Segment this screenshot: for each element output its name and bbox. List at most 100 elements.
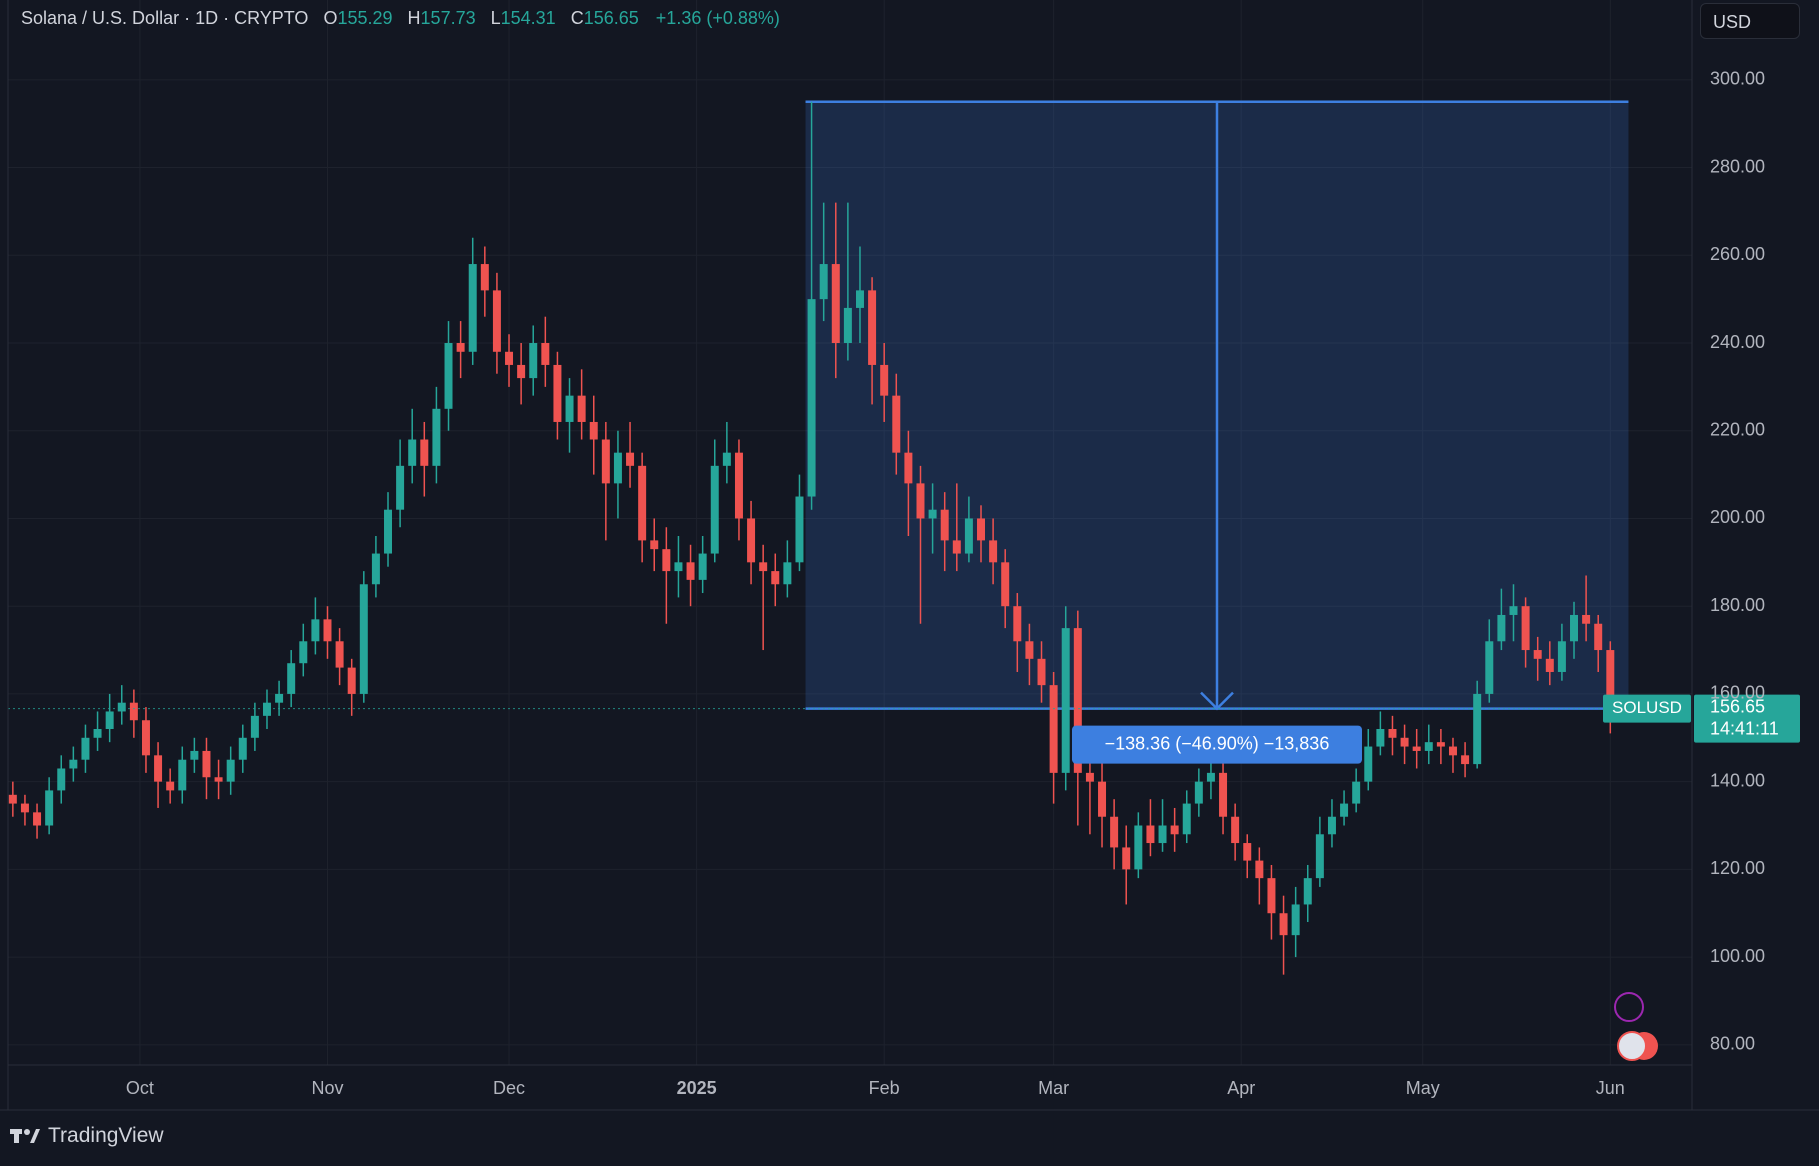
- axes: 300.00 280.00 260.00 240.00 220.00 200.00 180.…: [126, 69, 1765, 1098]
- candle-body: [1255, 860, 1264, 879]
- candle-body: [1122, 847, 1131, 870]
- candle-body: [1461, 755, 1470, 765]
- candle-body: [505, 351, 514, 365]
- candle-body: [190, 750, 199, 760]
- candle-body: [1013, 606, 1022, 642]
- candle-body: [1182, 803, 1191, 835]
- candle-body: [529, 343, 538, 379]
- candle-body: [384, 509, 392, 554]
- candle-body: [1570, 614, 1578, 642]
- candle-body: [408, 439, 417, 466]
- x-tick-label: Oct: [126, 1078, 154, 1098]
- candle-body: [323, 619, 332, 642]
- candle-body: [335, 641, 344, 668]
- ohlc-value: 157.73: [420, 8, 476, 28]
- measure-label: −138.36 (−46.90%) −13,836: [1105, 733, 1330, 753]
- candle-body: [1231, 816, 1240, 844]
- candle-body: [577, 395, 586, 422]
- candle-body: [843, 307, 852, 344]
- y-tick-label: 220.00: [1710, 419, 1765, 439]
- ohlc-value: 154.31: [500, 8, 556, 28]
- candle-body: [468, 264, 477, 352]
- x-tick-label: Nov: [311, 1078, 343, 1098]
- candle-body: [1388, 729, 1397, 738]
- candle-body: [1606, 650, 1615, 716]
- candle-body: [202, 750, 211, 778]
- x-tick-label: Dec: [493, 1078, 525, 1098]
- price-label: 156.65: [1710, 696, 1765, 716]
- candle-body: [734, 452, 743, 519]
- candle-body: [1025, 641, 1034, 659]
- candle-body: [178, 759, 187, 791]
- candle-body: [1340, 803, 1349, 817]
- candle-body: [45, 790, 54, 826]
- candle-body: [1001, 562, 1010, 607]
- x-tick-label: May: [1406, 1078, 1440, 1098]
- candle-body: [1170, 825, 1179, 835]
- x-tick-label: Feb: [869, 1078, 900, 1098]
- candle-body: [831, 264, 840, 344]
- candle-body: [117, 702, 126, 712]
- candle-body: [722, 452, 731, 466]
- candle-body: [928, 509, 937, 519]
- candle-body: [396, 465, 405, 510]
- candle-body: [1533, 650, 1542, 659]
- candle-body: [771, 571, 780, 585]
- candle-body: [1509, 606, 1518, 615]
- candle-body: [1085, 772, 1094, 782]
- candle-body: [1037, 658, 1046, 686]
- candle-body: [892, 395, 901, 453]
- x-tick-label: Jun: [1596, 1078, 1625, 1098]
- y-tick-label: 260.00: [1710, 244, 1765, 264]
- candle-body: [638, 465, 647, 541]
- candle-body: [8, 794, 17, 804]
- y-tick-label: 300.00: [1710, 69, 1765, 89]
- x-tick-label: 2025: [677, 1078, 717, 1098]
- candle-body: [880, 364, 889, 396]
- candle-body: [33, 812, 42, 826]
- candle-body: [989, 540, 998, 563]
- candle-body: [347, 667, 356, 694]
- brand[interactable]: TradingView: [48, 1124, 164, 1147]
- candle-body: [759, 562, 768, 572]
- y-tick-label: 80.00: [1710, 1034, 1755, 1054]
- candle-body: [626, 452, 635, 466]
- candle-body: [1424, 742, 1433, 751]
- candle-body: [57, 768, 66, 791]
- candle-body: [1557, 641, 1566, 672]
- candle-body: [1545, 658, 1554, 672]
- candle-body: [456, 343, 465, 352]
- candle-body: [819, 264, 828, 300]
- measure-tool: [805, 100, 1629, 711]
- ohlc-label: C: [570, 8, 584, 28]
- y-tick-label: 240.00: [1710, 332, 1765, 352]
- y-tick-label: 180.00: [1710, 595, 1765, 615]
- candle-body: [601, 439, 610, 484]
- candle-body: [226, 759, 235, 782]
- candle-body: [977, 518, 985, 541]
- candle-body: [1146, 825, 1155, 844]
- candle-body: [747, 518, 756, 563]
- candle-body: [565, 395, 574, 422]
- y-tick-label: 140.00: [1710, 770, 1765, 790]
- candle-body: [1110, 816, 1119, 848]
- ohlc-label: O: [323, 8, 338, 28]
- candle-body: [1521, 606, 1530, 651]
- y-tick-label: 280.00: [1710, 156, 1765, 176]
- candle-body: [480, 264, 489, 291]
- candle-body: [1436, 742, 1445, 747]
- symbol: Solana / U.S. Dollar · 1D · CRYPTO: [21, 8, 309, 28]
- candle-body: [517, 364, 526, 379]
- candle-body: [1364, 746, 1373, 782]
- candle-body: [250, 715, 259, 738]
- currency-button[interactable]: USD: [1700, 3, 1800, 39]
- candle-body: [262, 702, 271, 716]
- candle-body: [432, 408, 441, 466]
- y-tick-label: 120.00: [1710, 858, 1765, 878]
- ai-icon: [1614, 992, 1644, 1022]
- candle-body: [1267, 878, 1276, 914]
- candle-body: [214, 777, 223, 782]
- symbol-label: SOLUSD: [1612, 698, 1682, 717]
- candle-body: [1376, 729, 1385, 747]
